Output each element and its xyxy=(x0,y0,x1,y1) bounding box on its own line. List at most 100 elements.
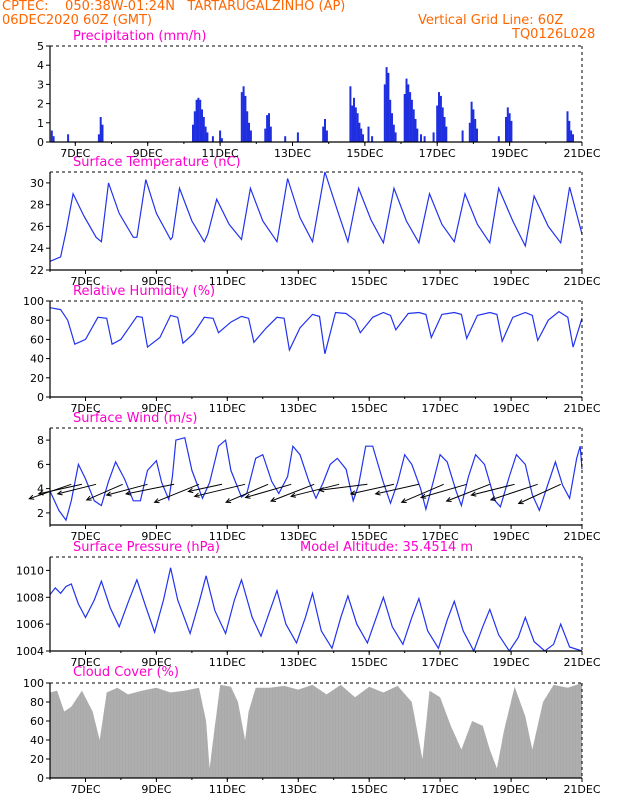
precip-bar xyxy=(410,99,413,142)
header-station-line: CPTEC: 050:38W-01:24N TARTARUGALZINHO (A… xyxy=(2,0,346,14)
temperature-ytick-label: 30 xyxy=(30,177,44,190)
pressure-xtick-label: 11DEC xyxy=(209,656,246,669)
wind-arrow xyxy=(446,483,490,502)
precip-bar xyxy=(405,78,408,142)
precip-xtick-label: 15DEC xyxy=(346,147,383,160)
precip-bar xyxy=(474,119,477,142)
wind-arrow xyxy=(225,483,269,503)
wind-arrowhead xyxy=(28,494,35,500)
wind-arrow xyxy=(270,483,315,502)
precip-xtick-label: 21DEC xyxy=(563,147,600,160)
precip-bar xyxy=(392,124,395,142)
precip-bar xyxy=(199,99,202,142)
precip-bar xyxy=(197,97,200,142)
wind-xtick-label: 13DEC xyxy=(280,530,317,543)
wind-arrow xyxy=(420,483,467,498)
wind-xtick-label: 19DEC xyxy=(493,530,530,543)
precip-bar xyxy=(432,132,435,142)
pressure-xtick-label: 17DEC xyxy=(422,656,459,669)
wind-title: Surface Wind (m/s) xyxy=(73,411,198,426)
wind-xtick-label: 21DEC xyxy=(563,530,600,543)
pressure-xtick-label: 9DEC xyxy=(141,656,171,669)
precip-bar xyxy=(240,92,243,142)
precip-bar xyxy=(266,115,269,142)
precip-bar xyxy=(268,113,270,142)
temperature-xtick-label: 9DEC xyxy=(141,275,171,288)
cloud-xtick-label: 21DEC xyxy=(563,783,600,796)
precip-bar xyxy=(468,122,471,142)
temperature-xtick-label: 11DEC xyxy=(209,275,246,288)
wind-arrow xyxy=(401,483,444,503)
wind-arrowhead xyxy=(445,497,452,502)
humidity-ytick-label: 80 xyxy=(30,314,44,327)
precip-bar xyxy=(349,86,352,142)
precip-bar xyxy=(470,101,473,142)
pressure-xtick-label: 19DEC xyxy=(493,656,530,669)
humidity-series-line xyxy=(49,307,583,354)
temperature-xtick-label: 17DEC xyxy=(422,275,459,288)
wind-arrowhead xyxy=(85,495,92,501)
wind-arrow xyxy=(375,483,420,495)
cloud-xtick-label: 15DEC xyxy=(351,783,388,796)
wind-ytick-label: 8 xyxy=(37,434,44,447)
wind-arrow xyxy=(188,483,223,492)
precip-bar xyxy=(193,111,196,142)
precip-bar xyxy=(358,122,361,142)
precip-bar xyxy=(99,117,102,142)
pressure-xtick-label: 21DEC xyxy=(563,656,600,669)
precip-bar xyxy=(391,113,393,142)
precip-bar xyxy=(325,130,328,142)
pressure-xtick-label: 7DEC xyxy=(70,656,100,669)
precip-bar xyxy=(322,126,325,142)
precip-bar xyxy=(510,120,513,142)
humidity-ytick-label: 40 xyxy=(30,353,44,366)
cloud-ytick-label: 20 xyxy=(30,753,44,766)
wind-arrowhead xyxy=(37,490,44,496)
humidity-xtick-label: 7DEC xyxy=(70,402,100,415)
cloud-xtick-label: 19DEC xyxy=(493,783,530,796)
temperature-series-line xyxy=(49,171,583,262)
precip-bar xyxy=(324,119,326,142)
cloud-ytick-label: 0 xyxy=(37,772,44,785)
precip-bar xyxy=(461,130,464,142)
precip-xtick-label: 11DEC xyxy=(202,147,239,160)
wind-arrow xyxy=(106,483,148,496)
pressure-series-line xyxy=(49,567,583,653)
precip-bar xyxy=(508,113,511,142)
precip-bar xyxy=(50,130,53,142)
precip-bar xyxy=(383,84,386,142)
wind-arrow xyxy=(350,483,395,495)
wind-arrowhead xyxy=(289,492,297,498)
precip-xtick-label: 13DEC xyxy=(274,147,311,160)
wind-arrow xyxy=(290,483,340,497)
wind-arrow xyxy=(57,483,97,495)
wind-arrow xyxy=(154,483,200,503)
wind-ytick-label: 6 xyxy=(37,458,44,471)
wind-arrow xyxy=(471,483,515,496)
precip-bar xyxy=(67,134,70,142)
precip-bar xyxy=(506,107,509,142)
pressure-ytick-label: 1008 xyxy=(16,591,44,604)
precip-bar xyxy=(206,132,209,142)
wind-xtick-label: 11DEC xyxy=(209,530,246,543)
temperature-title: Surface Temperature (nC) xyxy=(73,155,241,170)
humidity-ytick-label: 20 xyxy=(30,372,44,385)
precip-bar xyxy=(242,86,245,142)
precip-bar xyxy=(219,130,222,142)
precip-bar xyxy=(362,134,364,142)
precip-bar xyxy=(441,107,444,142)
humidity-xtick-label: 19DEC xyxy=(493,402,530,415)
precip-bar xyxy=(204,126,207,142)
precip-bar xyxy=(351,105,354,142)
wind-ytick-label: 4 xyxy=(37,483,44,496)
humidity-xtick-label: 21DEC xyxy=(563,402,600,415)
precip-ytick-label: 1 xyxy=(37,117,44,130)
precip-bar xyxy=(423,136,426,142)
cloud-ytick-label: 80 xyxy=(30,696,44,709)
precip-bar xyxy=(246,111,249,142)
precip-ytick-label: 0 xyxy=(37,136,44,149)
wind-arrowhead xyxy=(105,491,112,497)
pressure-xtick-label: 15DEC xyxy=(351,656,388,669)
precip-xtick-label: 19DEC xyxy=(491,147,528,160)
cloud-xtick-label: 9DEC xyxy=(141,783,171,796)
